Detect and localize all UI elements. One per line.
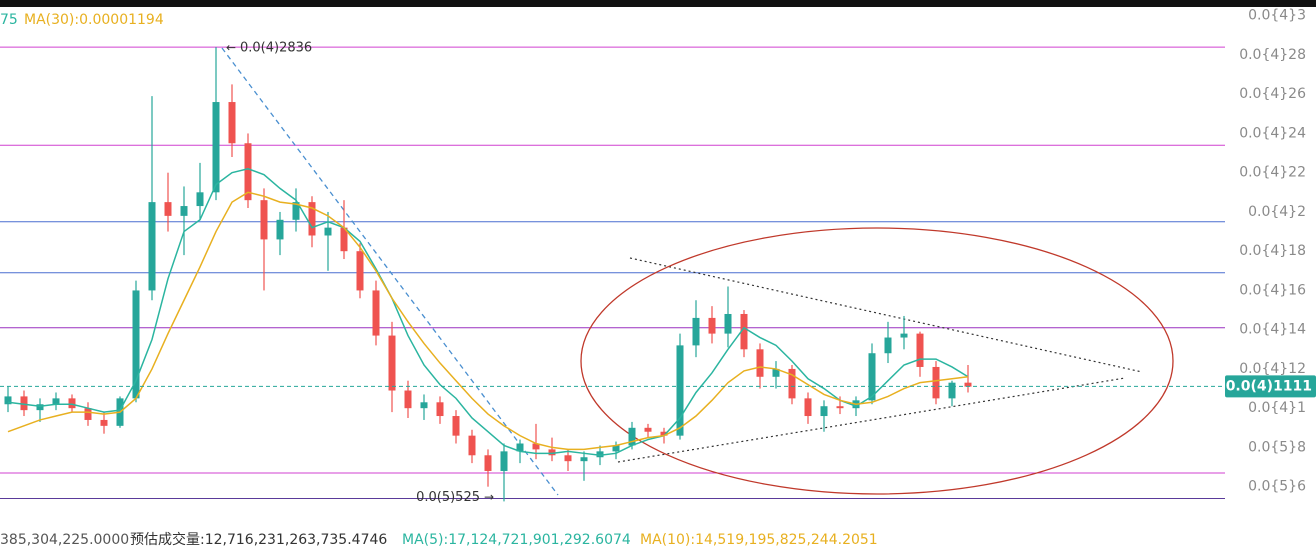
candle-body: [420, 402, 428, 409]
candle-body: [612, 445, 620, 452]
candle-body: [324, 227, 332, 236]
candle-body: [756, 349, 764, 377]
top-bar: [0, 0, 1316, 7]
y-tick-label: 0.0{4}26: [1239, 86, 1306, 102]
candle-body: [900, 333, 908, 338]
candle-body: [868, 353, 876, 401]
candle-body: [404, 390, 412, 409]
arrow: ←: [226, 40, 236, 54]
candle-body: [708, 317, 716, 334]
low-annotation: 0.0(5)525: [416, 490, 480, 505]
y-tick-label: 0.0{5}6: [1248, 479, 1306, 495]
candle-body: [148, 202, 156, 291]
candle-body: [436, 402, 444, 417]
candle-body: [628, 427, 636, 446]
moving-average-line: [7, 191, 969, 451]
y-tick-label: 0.0{4}24: [1239, 125, 1306, 141]
trend-line: [617, 377, 1126, 463]
y-tick-label: 0.0{4}12: [1239, 361, 1306, 377]
candle-body: [788, 368, 796, 399]
last-price-label: 0.0(4)1111: [1226, 378, 1312, 394]
candle-body: [564, 455, 572, 462]
candle-body: [740, 313, 748, 350]
y-tick-label: 0.0{4}18: [1239, 243, 1306, 259]
y-tick-label: 0.0{4}1: [1248, 400, 1306, 416]
candle-body: [292, 202, 300, 220]
high-annotation: 0.0(4)2836: [240, 40, 312, 55]
candle-body: [228, 102, 236, 144]
candle-body: [276, 219, 284, 240]
candle-body: [916, 333, 924, 367]
candle-body: [372, 290, 380, 336]
y-tick-label: 0.0{4}16: [1239, 282, 1306, 298]
candle-body: [772, 368, 780, 377]
highlight-ellipse: [580, 227, 1174, 495]
candle-body: [580, 457, 588, 462]
candle-body: [644, 427, 652, 432]
candle-body: [244, 143, 252, 201]
volume-label: 385,304,225.0000: [0, 532, 129, 548]
candle-body: [964, 382, 972, 387]
candle-body: [68, 398, 76, 409]
candle-body: [388, 335, 396, 391]
candle-body: [212, 102, 220, 193]
candle-body: [932, 366, 940, 399]
y-tick-label: 0.0{5}8: [1248, 439, 1306, 455]
moving-average-line: [7, 167, 969, 457]
candle-body: [20, 396, 28, 411]
arrow: →: [484, 490, 494, 504]
y-tick-label: 0.0{4}14: [1239, 322, 1306, 338]
candle-body: [452, 416, 460, 436]
y-tick-label: 0.0{4}22: [1239, 165, 1306, 181]
candle-body: [676, 345, 684, 436]
candle-body: [260, 200, 268, 240]
candle-body: [36, 404, 44, 411]
candle-body: [548, 449, 556, 456]
candle-body: [308, 202, 316, 236]
candle-body: [692, 317, 700, 346]
volume-ma: MA(10):14,519,195,825,244.2051: [640, 532, 878, 548]
candle-body: [340, 227, 348, 252]
candle-body: [4, 396, 12, 405]
candle-body: [516, 443, 524, 452]
candle-body: [596, 451, 604, 458]
y-tick-label: 0.0{4}2: [1248, 204, 1306, 220]
trend-line: [629, 257, 1143, 373]
volume-ma: MA(5):17,124,721,901,292.6074: [402, 532, 631, 548]
candle-body: [84, 408, 92, 420]
y-tick-label: 0.0{4}28: [1239, 47, 1306, 63]
candle-body: [468, 435, 476, 456]
y-tick-label: 0.0{4}3: [1248, 8, 1306, 24]
indicator-label: 75: [0, 12, 18, 28]
candle-body: [52, 398, 60, 405]
candle-body: [884, 337, 892, 354]
candle-body: [180, 206, 188, 216]
candle-body: [164, 202, 172, 216]
candle-body: [196, 192, 204, 207]
candle-body: [132, 290, 140, 399]
indicator-label: MA(30):0.00001194: [24, 12, 164, 28]
candle-body: [804, 398, 812, 417]
candle-body: [948, 382, 956, 399]
candle-body: [660, 431, 668, 436]
candle-body: [500, 451, 508, 471]
candle-body: [484, 455, 492, 471]
candle-body: [820, 406, 828, 417]
candle-body: [724, 313, 732, 334]
candle-body: [100, 419, 108, 426]
last-price-badge: [1225, 375, 1316, 398]
candle-body: [836, 406, 844, 409]
candle-body: [532, 443, 540, 450]
trend-line: [221, 47, 559, 496]
candle-body: [356, 251, 364, 291]
volume-estimate: 预估成交量:12,716,231,263,735.4746: [130, 531, 387, 548]
